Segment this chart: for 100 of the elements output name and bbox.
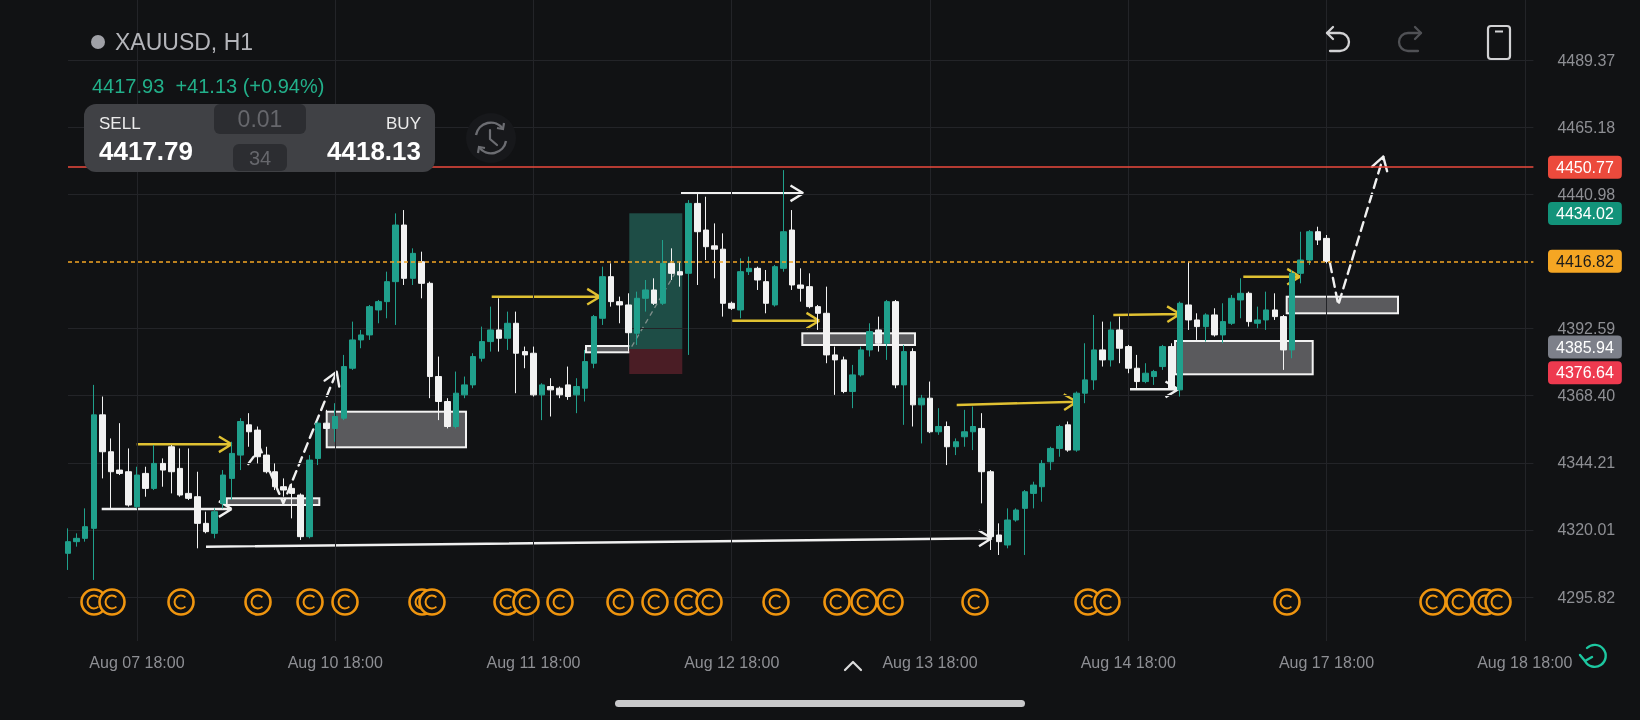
candlestick: [315, 421, 321, 466]
candlestick: [254, 426, 261, 464]
candlestick: [866, 322, 873, 358]
candlestick: [685, 199, 692, 356]
candlestick: [530, 346, 537, 398]
candlestick: [944, 421, 950, 466]
text: 4376.64: [1556, 364, 1614, 382]
candlestick: [1099, 321, 1106, 368]
x-tick-label: Aug 14 18:00: [1080, 653, 1176, 671]
y-tick-label: 4465.18: [1557, 118, 1616, 136]
candlestick: [1211, 307, 1218, 338]
candlestick: [711, 222, 718, 279]
candlestick: [815, 304, 821, 331]
candlestick: [797, 267, 804, 303]
annotation: BUY: [386, 114, 421, 133]
candlestick: [392, 212, 399, 326]
candlestick: [1323, 234, 1330, 264]
candlestick: [272, 462, 278, 491]
candlestick: [297, 492, 304, 541]
candlestick: [168, 444, 175, 494]
candlestick: [953, 437, 959, 456]
candlestick: [806, 272, 813, 309]
candlestick: [1082, 342, 1088, 404]
candlestick: [401, 209, 407, 286]
candlestick: [280, 477, 287, 498]
candlestick: [660, 239, 666, 306]
candlestick: [573, 377, 580, 414]
candlestick: [1151, 369, 1157, 386]
candlestick: [151, 444, 157, 491]
candlestick: [858, 346, 864, 378]
candlestick: [1091, 314, 1097, 391]
candlestick: [582, 349, 588, 403]
text: 4417.93 +41.13 (+0.94%): [92, 75, 325, 97]
candlestick: [73, 532, 80, 548]
candlestick: [220, 469, 226, 509]
candlestick: [263, 446, 270, 474]
candlestick: [565, 366, 571, 401]
candlestick: [1194, 312, 1200, 341]
candlestick: [1125, 344, 1132, 374]
candlestick: [358, 329, 364, 349]
candlestick: [987, 469, 994, 551]
x-tick-label: Aug 17 18:00: [1278, 653, 1375, 671]
candlestick: [599, 266, 606, 326]
candlestick: [375, 299, 382, 324]
candlestick: [470, 352, 476, 389]
candlestick: [772, 264, 778, 308]
candlestick: [496, 297, 502, 353]
candlestick: [349, 321, 356, 371]
candlestick: [677, 261, 683, 288]
candlestick: [875, 316, 882, 353]
candlestick: [556, 386, 563, 399]
candlestick: [668, 247, 675, 281]
candlestick: [82, 507, 88, 543]
candlestick: [410, 247, 416, 286]
text: 4385.94: [1556, 338, 1614, 356]
candlestick: [754, 266, 761, 291]
candlestick: [185, 447, 192, 501]
candlestick: [1246, 291, 1252, 328]
candlestick: [194, 471, 201, 549]
candlestick: [1315, 226, 1321, 246]
annotation: 4417.79: [99, 136, 193, 166]
candlestick: [1237, 277, 1244, 319]
annotation: 4418.13: [327, 136, 421, 166]
candlestick: [1134, 354, 1140, 391]
candlestick: [720, 232, 726, 318]
candlestick: [996, 522, 1002, 556]
x-tick-label: Aug 18 18:00: [1477, 653, 1573, 671]
text: 4434.02: [1556, 205, 1614, 223]
candlestick: [453, 371, 459, 429]
y-tick-label: 4392.59: [1557, 320, 1616, 338]
candlestick: [384, 271, 390, 319]
candlestick: [289, 482, 295, 519]
candlestick: [927, 381, 933, 434]
candlestick: [160, 457, 166, 488]
candlestick: [418, 251, 425, 299]
candlestick: [547, 377, 554, 418]
candlestick: [935, 407, 942, 436]
candlestick: [1030, 481, 1037, 509]
candlestick: [591, 314, 597, 369]
candlestick: [125, 447, 132, 508]
candlestick: [461, 376, 468, 399]
candlestick: [694, 192, 701, 286]
candlestick: [970, 406, 976, 451]
candlestick: [65, 527, 71, 571]
candlestick: [884, 299, 890, 361]
candlestick: [1289, 269, 1295, 359]
candlestick: [1185, 261, 1192, 331]
candlestick: [608, 262, 614, 308]
candlestick: [651, 277, 657, 306]
candlestick: [634, 291, 640, 346]
text: XAUUSD, H1: [115, 29, 254, 55]
candlestick: [1254, 306, 1261, 329]
candlestick: [841, 356, 847, 394]
candlestick: [522, 346, 528, 369]
candlestick: [306, 454, 313, 539]
candlestick: [910, 347, 916, 427]
candlestick: [427, 281, 433, 399]
candlestick: [616, 296, 623, 324]
candlestick: [892, 299, 899, 389]
candlestick: [832, 346, 838, 396]
